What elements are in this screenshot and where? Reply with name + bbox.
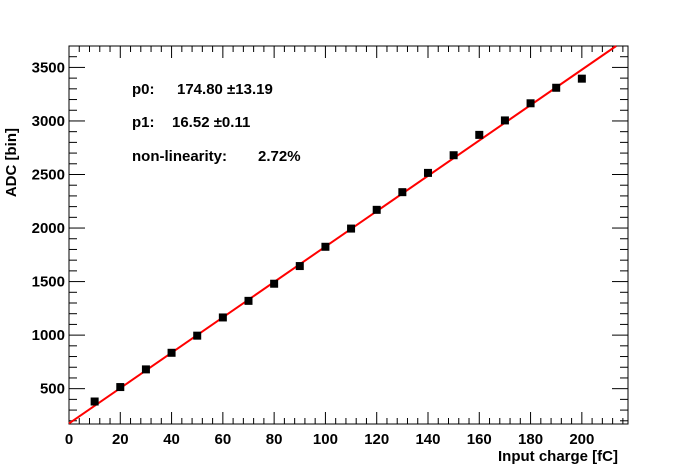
- y-axis-ticks: [69, 45, 628, 422]
- y-axis-tick-labels: 500 1000 1500 2000 2500 3000 3500: [32, 59, 65, 397]
- p0-label: p0:: [132, 81, 155, 98]
- y-tick-label: 2500: [32, 166, 65, 183]
- data-point: [193, 331, 202, 340]
- data-point: [270, 279, 279, 288]
- x-tick-label: 40: [163, 431, 180, 448]
- data-point: [321, 242, 330, 251]
- plot-frame: [68, 45, 629, 425]
- y-tick-label: 1000: [32, 327, 65, 344]
- y-tick-label: 3000: [32, 113, 65, 130]
- x-tick-label: 140: [415, 431, 440, 448]
- y-axis-title: ADC [bin]: [3, 128, 20, 197]
- data-point: [372, 205, 381, 214]
- x-tick-label: 60: [215, 431, 232, 448]
- p1-value: 16.52 ±0.11: [172, 114, 250, 131]
- data-point: [218, 313, 227, 322]
- x-axis-tick-labels: 0 20 40 60 80 100 120 140 160 180 200: [65, 431, 595, 448]
- data-points: [90, 74, 586, 406]
- data-point: [449, 151, 458, 160]
- data-point: [295, 262, 304, 271]
- y-tick-label: 1500: [32, 274, 65, 291]
- data-point: [423, 168, 432, 177]
- x-tick-label: 0: [65, 431, 73, 448]
- p0-value: 174.80 ±13.19: [177, 81, 273, 98]
- data-point: [398, 188, 407, 197]
- data-point: [577, 74, 586, 83]
- fit-layer: [68, 45, 617, 425]
- x-tick-label: 160: [467, 431, 492, 448]
- data-point: [116, 383, 125, 392]
- x-axis-title: Input charge [fC]: [498, 448, 618, 465]
- y-tick-label: 2000: [32, 220, 65, 237]
- data-point: [552, 83, 561, 92]
- data-point: [347, 224, 356, 233]
- data-point: [90, 397, 99, 406]
- data-point: [141, 365, 150, 374]
- fit-line: [68, 45, 617, 425]
- data-point: [500, 116, 509, 125]
- y-tick-label: 3500: [32, 59, 65, 76]
- x-axis-ticks: [68, 46, 624, 424]
- x-tick-label: 20: [112, 431, 129, 448]
- p1-label: p1:: [132, 114, 155, 131]
- y-tick-label: 500: [40, 381, 65, 398]
- x-tick-label: 200: [569, 431, 594, 448]
- data-point: [244, 296, 253, 305]
- x-tick-label: 80: [266, 431, 283, 448]
- nonlinearity-value: 2.72%: [258, 148, 301, 165]
- x-tick-label: 180: [518, 431, 543, 448]
- x-tick-label: 120: [364, 431, 389, 448]
- nonlinearity-label: non-linearity:: [132, 148, 227, 165]
- data-point: [167, 348, 176, 357]
- data-point: [526, 99, 535, 108]
- x-tick-label: 100: [313, 431, 338, 448]
- data-point: [475, 130, 484, 139]
